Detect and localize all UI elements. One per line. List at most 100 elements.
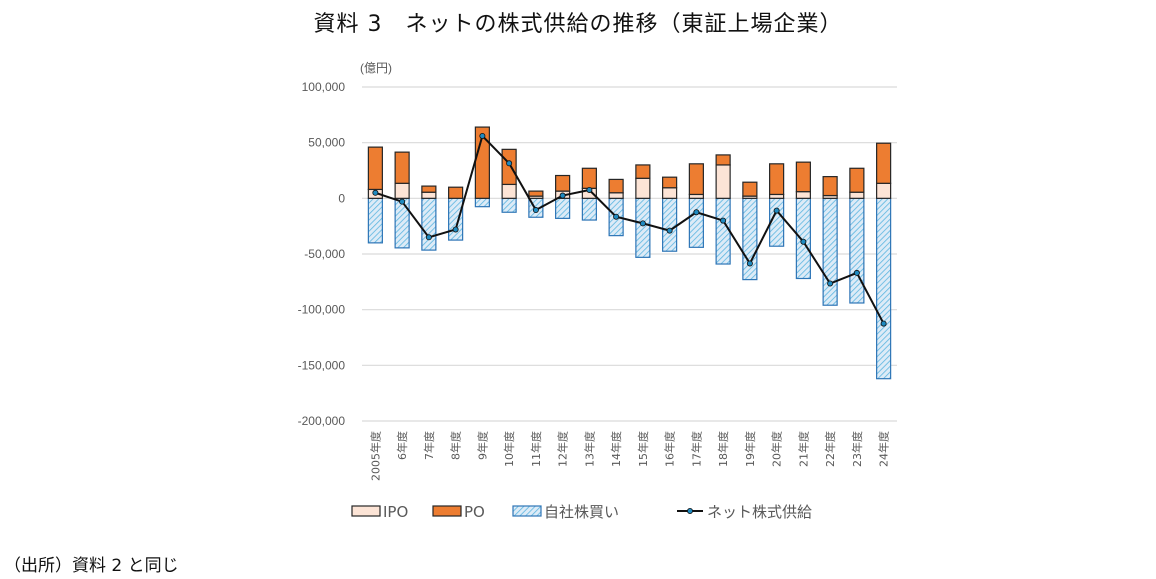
y-tick-label: 50,000 (308, 136, 345, 150)
legend-marker-icon (687, 507, 694, 514)
net-supply-point (559, 192, 566, 199)
bar-po (501, 148, 517, 186)
bar-buyback (501, 197, 517, 213)
bar-buyback (715, 197, 731, 265)
bar-ipo (394, 182, 410, 199)
bars (367, 126, 892, 380)
legend: IPO PO 自社株買い ネット株式供給 (351, 503, 812, 521)
bar-po (448, 186, 464, 199)
net-supply-point (720, 217, 727, 224)
bar-buyback (822, 197, 838, 306)
x-tick-label: 7年度 (422, 431, 436, 460)
x-tick-label: 9年度 (475, 431, 489, 460)
x-tick-label: 19年度 (743, 431, 757, 467)
x-tick-label: 17年度 (689, 431, 703, 467)
bar-po (688, 163, 704, 196)
legend-swatch-icon (512, 505, 542, 517)
bar-ipo (635, 177, 651, 199)
bar-po (662, 176, 678, 189)
legend-swatch-icon (432, 505, 462, 517)
net-supply-point (399, 198, 406, 205)
net-supply-point (639, 220, 646, 227)
net-supply-point (666, 227, 673, 234)
bar-po (635, 164, 651, 179)
net-supply-point (586, 186, 593, 193)
legend-item-line: ネット株式供給 (677, 503, 812, 521)
bar-ipo (876, 182, 892, 199)
net-supply-point (452, 226, 459, 233)
bar-buyback (555, 197, 571, 219)
bar-po (555, 174, 571, 192)
y-axis-unit-label: (億円) (360, 61, 392, 75)
y-tick-label: 0 (338, 191, 345, 205)
bar-buyback (394, 197, 410, 249)
bar-po (528, 190, 544, 197)
x-tick-label: 24年度 (877, 431, 891, 467)
legend-item-bb: 自社株買い (512, 503, 619, 521)
net-supply-point (372, 189, 379, 196)
net-supply-point (827, 280, 834, 287)
bar-ipo (849, 191, 865, 199)
y-axis: 100,000 50,000 0 -50,000 -100,000 -150,000 -20… (298, 80, 346, 428)
y-tick-label: -200,000 (298, 414, 346, 428)
bar-po (795, 161, 811, 193)
bar-po (421, 185, 437, 193)
source-note: （出所）資料 2 と同じ (4, 556, 179, 576)
bar-ipo (421, 191, 437, 199)
y-tick-label: 100,000 (302, 80, 346, 94)
bar-buyback (662, 197, 678, 252)
bar-buyback (849, 197, 865, 304)
x-tick-label: 20年度 (770, 431, 784, 467)
x-tick-label: 13年度 (582, 431, 596, 467)
y-tick-label: -150,000 (298, 358, 346, 372)
bar-po (367, 146, 383, 191)
bar-buyback (581, 197, 597, 221)
net-supply-point (532, 207, 539, 214)
x-tick-label: 22年度 (823, 431, 837, 467)
bar-po (849, 167, 865, 193)
net-supply-polyline (375, 134, 885, 325)
net-supply-point (613, 213, 620, 220)
bar-po (581, 167, 597, 189)
legend-label: IPO (383, 503, 408, 521)
bar-po (822, 176, 838, 197)
net-supply-point (425, 234, 432, 241)
bar-po (742, 181, 758, 197)
legend-label: PO (464, 503, 485, 521)
bar-po (769, 163, 785, 196)
legend-swatch-icon (351, 505, 381, 517)
bar-po (876, 142, 892, 184)
bar-ipo (795, 191, 811, 199)
net-supply-point (693, 209, 700, 216)
net-supply-point (746, 260, 753, 267)
x-tick-label: 6年度 (395, 431, 409, 460)
y-tick-label: -100,000 (298, 303, 346, 317)
chart-title: 資料 3 ネットの株式供給の推移（東証上場企業） (313, 12, 843, 37)
bar-po (608, 178, 624, 194)
net-supply-point (773, 207, 780, 214)
x-tick-label: 8年度 (449, 431, 463, 460)
x-tick-label: 23年度 (850, 431, 864, 467)
bar-ipo (608, 192, 624, 199)
legend-label: ネット株式供給 (707, 503, 812, 521)
bar-ipo (501, 183, 517, 199)
net-supply-point (853, 269, 860, 276)
bar-buyback (688, 197, 704, 248)
legend-item-po: PO (432, 503, 485, 521)
x-tick-label: 21年度 (796, 431, 810, 467)
x-tick-label: 10年度 (502, 431, 516, 467)
x-tick-label: 11年度 (529, 431, 543, 467)
net-supply-point (479, 132, 486, 139)
x-tick-label: 18年度 (716, 431, 730, 467)
net-supply-point (880, 320, 887, 327)
bar-buyback (448, 197, 464, 241)
bar-buyback (421, 197, 437, 251)
bar-po (715, 154, 731, 166)
bar-buyback (742, 197, 758, 281)
x-tick-label: 2005年度 (368, 431, 382, 481)
y-tick-label: -50,000 (304, 247, 345, 261)
legend-item-ipo: IPO (351, 503, 408, 521)
x-tick-label: 14年度 (609, 431, 623, 467)
bar-po (394, 151, 410, 184)
